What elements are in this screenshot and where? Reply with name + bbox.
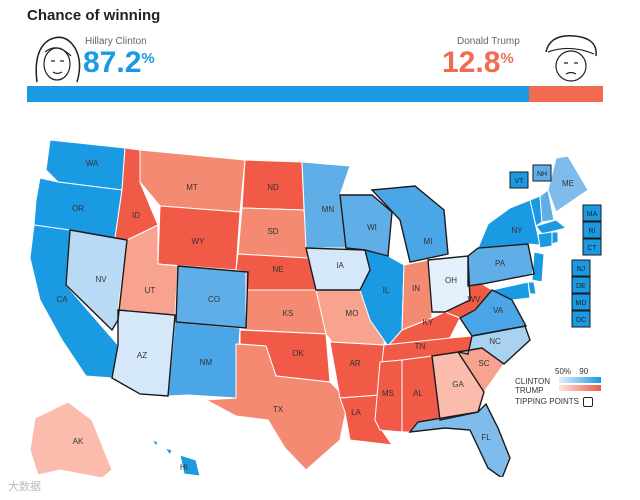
box-dc[interactable]: DC (571, 310, 591, 328)
box-ma[interactable]: MA (582, 204, 602, 222)
svg-text:CA: CA (56, 295, 68, 304)
svg-text:TN: TN (415, 342, 426, 351)
us-electoral-map: WA OR CA NV ID MT WY UT AZ CO NM ND SD N… (29, 139, 602, 477)
svg-text:IN: IN (412, 284, 420, 293)
watermark: 大数据 (8, 481, 41, 493)
svg-text:DC: DC (576, 317, 586, 324)
svg-text:MN: MN (322, 205, 335, 214)
svg-text:CT: CT (587, 245, 597, 252)
svg-text:AR: AR (349, 359, 360, 368)
svg-text:AL: AL (413, 389, 423, 398)
state-nj[interactable] (531, 251, 545, 283)
svg-text:OR: OR (72, 204, 84, 213)
svg-text:AZ: AZ (137, 351, 147, 360)
svg-text:KY: KY (423, 318, 434, 327)
box-ct[interactable]: CT (582, 238, 602, 256)
tipping-swatch-icon (583, 397, 594, 407)
state-labels: WA OR CA NV ID MT WY UT AZ CO NM ND SD N… (56, 159, 574, 472)
svg-text:LA: LA (351, 408, 361, 417)
tipping-points-outline (65, 185, 535, 477)
svg-text:WY: WY (192, 237, 206, 246)
svg-text:DE: DE (576, 283, 586, 290)
legend-trump: TRUMP (515, 386, 544, 395)
legend-tipping: TIPPING POINTS (515, 397, 580, 407)
box-nj[interactable]: NJ (571, 259, 591, 277)
svg-text:MO: MO (346, 309, 359, 318)
chance-bar (27, 86, 603, 102)
svg-text:WA: WA (86, 159, 99, 168)
box-ri[interactable]: RI (582, 221, 602, 239)
svg-text:GA: GA (452, 380, 464, 389)
svg-text:WV: WV (468, 295, 482, 304)
svg-text:NC: NC (489, 337, 501, 346)
svg-text:NV: NV (95, 275, 107, 284)
svg-text:MI: MI (424, 237, 433, 246)
svg-text:NY: NY (511, 226, 523, 235)
legend-clinton-scale (559, 377, 601, 383)
state-me[interactable] (547, 155, 589, 213)
state-tx[interactable] (205, 343, 349, 471)
state-nh[interactable] (539, 189, 555, 223)
svg-text:NJ: NJ (577, 266, 586, 273)
svg-text:OH: OH (445, 276, 457, 285)
legend-low: 50% (555, 367, 572, 376)
svg-text:IL: IL (383, 286, 390, 295)
svg-text:UT: UT (145, 286, 156, 295)
clinton-name: Hillary Clinton (85, 36, 147, 47)
state-ri[interactable] (551, 231, 559, 245)
trump-percent: 12.8% (442, 46, 514, 79)
svg-text:ID: ID (132, 211, 140, 220)
state-ar[interactable] (329, 341, 385, 399)
trump-name: Donald Trump (457, 36, 520, 47)
svg-text:ME: ME (562, 179, 574, 188)
svg-text:MD: MD (576, 300, 587, 307)
box-vt[interactable]: VT (509, 171, 529, 189)
svg-text:MT: MT (186, 183, 198, 192)
svg-text:VT: VT (515, 178, 525, 185)
state-ct[interactable] (537, 231, 553, 249)
svg-text:WI: WI (367, 223, 377, 232)
state-ny[interactable] (477, 199, 541, 249)
legend-trump-scale (559, 385, 601, 391)
svg-text:MS: MS (382, 389, 394, 398)
state-hi[interactable] (151, 439, 201, 477)
clinton-face-icon (35, 36, 81, 83)
svg-text:OK: OK (292, 349, 304, 358)
svg-text:TX: TX (273, 405, 284, 414)
clinton-percent: 87.2% (83, 46, 155, 79)
svg-text:ND: ND (267, 183, 279, 192)
svg-text:PA: PA (495, 259, 506, 268)
state-wi[interactable] (339, 194, 393, 257)
svg-text:AK: AK (73, 437, 84, 446)
trump-face-icon (545, 35, 597, 82)
page-title: Chance of winning (27, 7, 161, 24)
svg-text:VA: VA (493, 306, 504, 315)
svg-text:SD: SD (267, 227, 278, 236)
state-ms[interactable] (374, 359, 403, 433)
legend-clinton: CLINTON (515, 377, 550, 386)
svg-text:NM: NM (200, 358, 213, 367)
state-ma[interactable] (535, 219, 567, 235)
trump-chance-segment (529, 86, 603, 102)
box-de[interactable]: DE (571, 276, 591, 294)
svg-text:CO: CO (208, 295, 220, 304)
svg-text:SC: SC (478, 359, 489, 368)
svg-text:FL: FL (481, 433, 491, 442)
svg-text:NE: NE (272, 265, 283, 274)
svg-text:RI: RI (589, 228, 596, 235)
svg-text:KS: KS (283, 309, 294, 318)
svg-text:IA: IA (336, 261, 344, 270)
legend-high: 90 (579, 367, 589, 376)
box-md[interactable]: MD (571, 293, 591, 311)
state-ak[interactable] (29, 401, 113, 477)
svg-text:MA: MA (587, 211, 598, 218)
svg-text:NH: NH (537, 171, 547, 178)
svg-text:HI: HI (180, 463, 188, 472)
box-nh[interactable]: NH (532, 164, 552, 182)
state-mt[interactable] (139, 149, 246, 213)
